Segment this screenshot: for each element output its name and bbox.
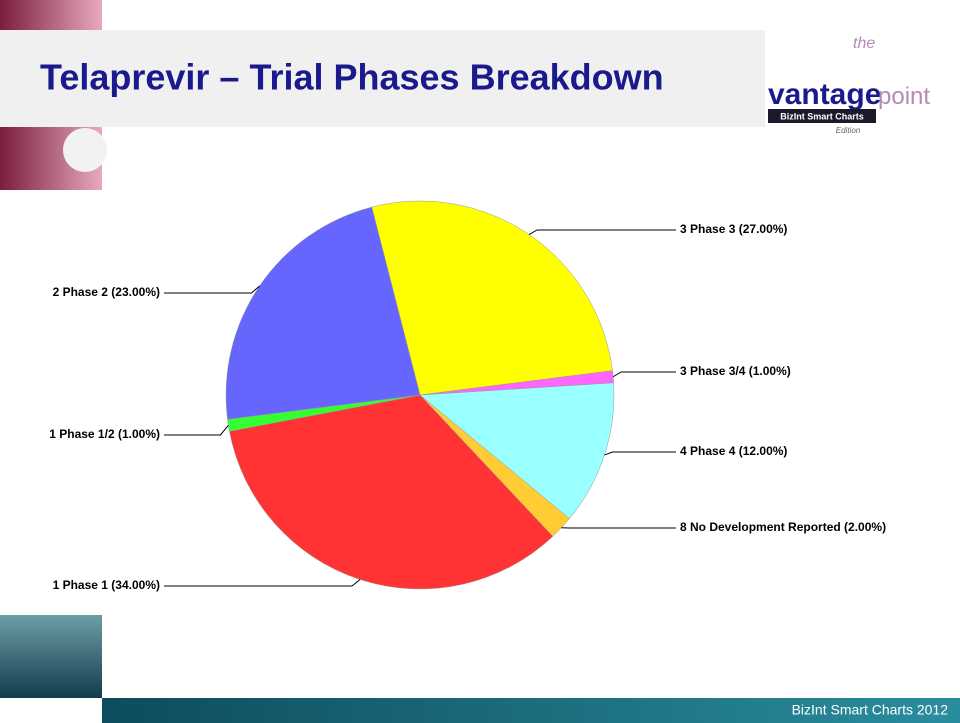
deco-image: [0, 615, 102, 698]
deco-image: [0, 0, 102, 30]
slice-value-label: (1.00%): [118, 427, 160, 441]
slice-category: 2 Phase 2: [53, 285, 109, 299]
slice-value-label: (27.00%): [739, 222, 788, 236]
slice-label: 4 Phase 4 (12.00%): [680, 444, 787, 458]
logo-badge-text: BizInt Smart Charts: [780, 111, 864, 121]
leader-line: [164, 579, 361, 587]
title-box: [0, 30, 765, 127]
slice-category: 8 No Development Reported: [680, 520, 841, 534]
slice-category: 4 Phase 4: [680, 444, 736, 458]
slice-label: 1 Phase 1 (34.00%): [53, 578, 160, 592]
slice-category: 3 Phase 3: [680, 222, 736, 236]
slice-label: 2 Phase 2 (23.00%): [53, 285, 160, 299]
title: Telaprevir – Trial Phases Breakdown: [40, 57, 664, 98]
slice-category: 1 Phase 1/2: [49, 427, 115, 441]
slice-label: 3 Phase 3 (27.00%): [680, 222, 787, 236]
deco-shape: [63, 128, 107, 172]
leader-line: [528, 229, 676, 235]
logo-edition: Edition: [836, 126, 861, 135]
slice-value-label: (34.00%): [111, 578, 160, 592]
logo-second: point: [878, 83, 930, 110]
slice-label: 8 No Development Reported (2.00%): [680, 520, 886, 534]
slice-value-label: (12.00%): [739, 444, 788, 458]
logo-the: the: [853, 35, 875, 52]
leader-line: [612, 371, 676, 378]
leader-line: [164, 425, 229, 436]
footer: BizInt Smart Charts 2012: [792, 702, 949, 718]
leader-line: [604, 451, 676, 456]
slice-label: 1 Phase 1/2 (1.00%): [49, 427, 160, 441]
slice-value-label: (2.00%): [844, 520, 886, 534]
slice-label: 3 Phase 3/4 (1.00%): [680, 364, 791, 378]
pie-slice: [225, 206, 421, 420]
leader-line: [164, 285, 260, 294]
logo-main: vantage: [768, 78, 881, 111]
footer-bar: [102, 698, 960, 723]
pie-slice: [371, 200, 613, 396]
pie-chart: 3 Phase 3 (27.00%) 3 Phase 3/4 (1.00%) 4 P…: [49, 200, 886, 592]
pie-slice: [419, 382, 615, 520]
logo-badge: [768, 109, 876, 123]
slice-category: 3 Phase 3/4: [680, 364, 746, 378]
logo: the vantage point BizInt Smart Charts Ed…: [768, 35, 930, 135]
slice-value-label: (1.00%): [749, 364, 791, 378]
slice-category: 1 Phase 1: [53, 578, 109, 592]
slice-value-label: (23.00%): [111, 285, 160, 299]
